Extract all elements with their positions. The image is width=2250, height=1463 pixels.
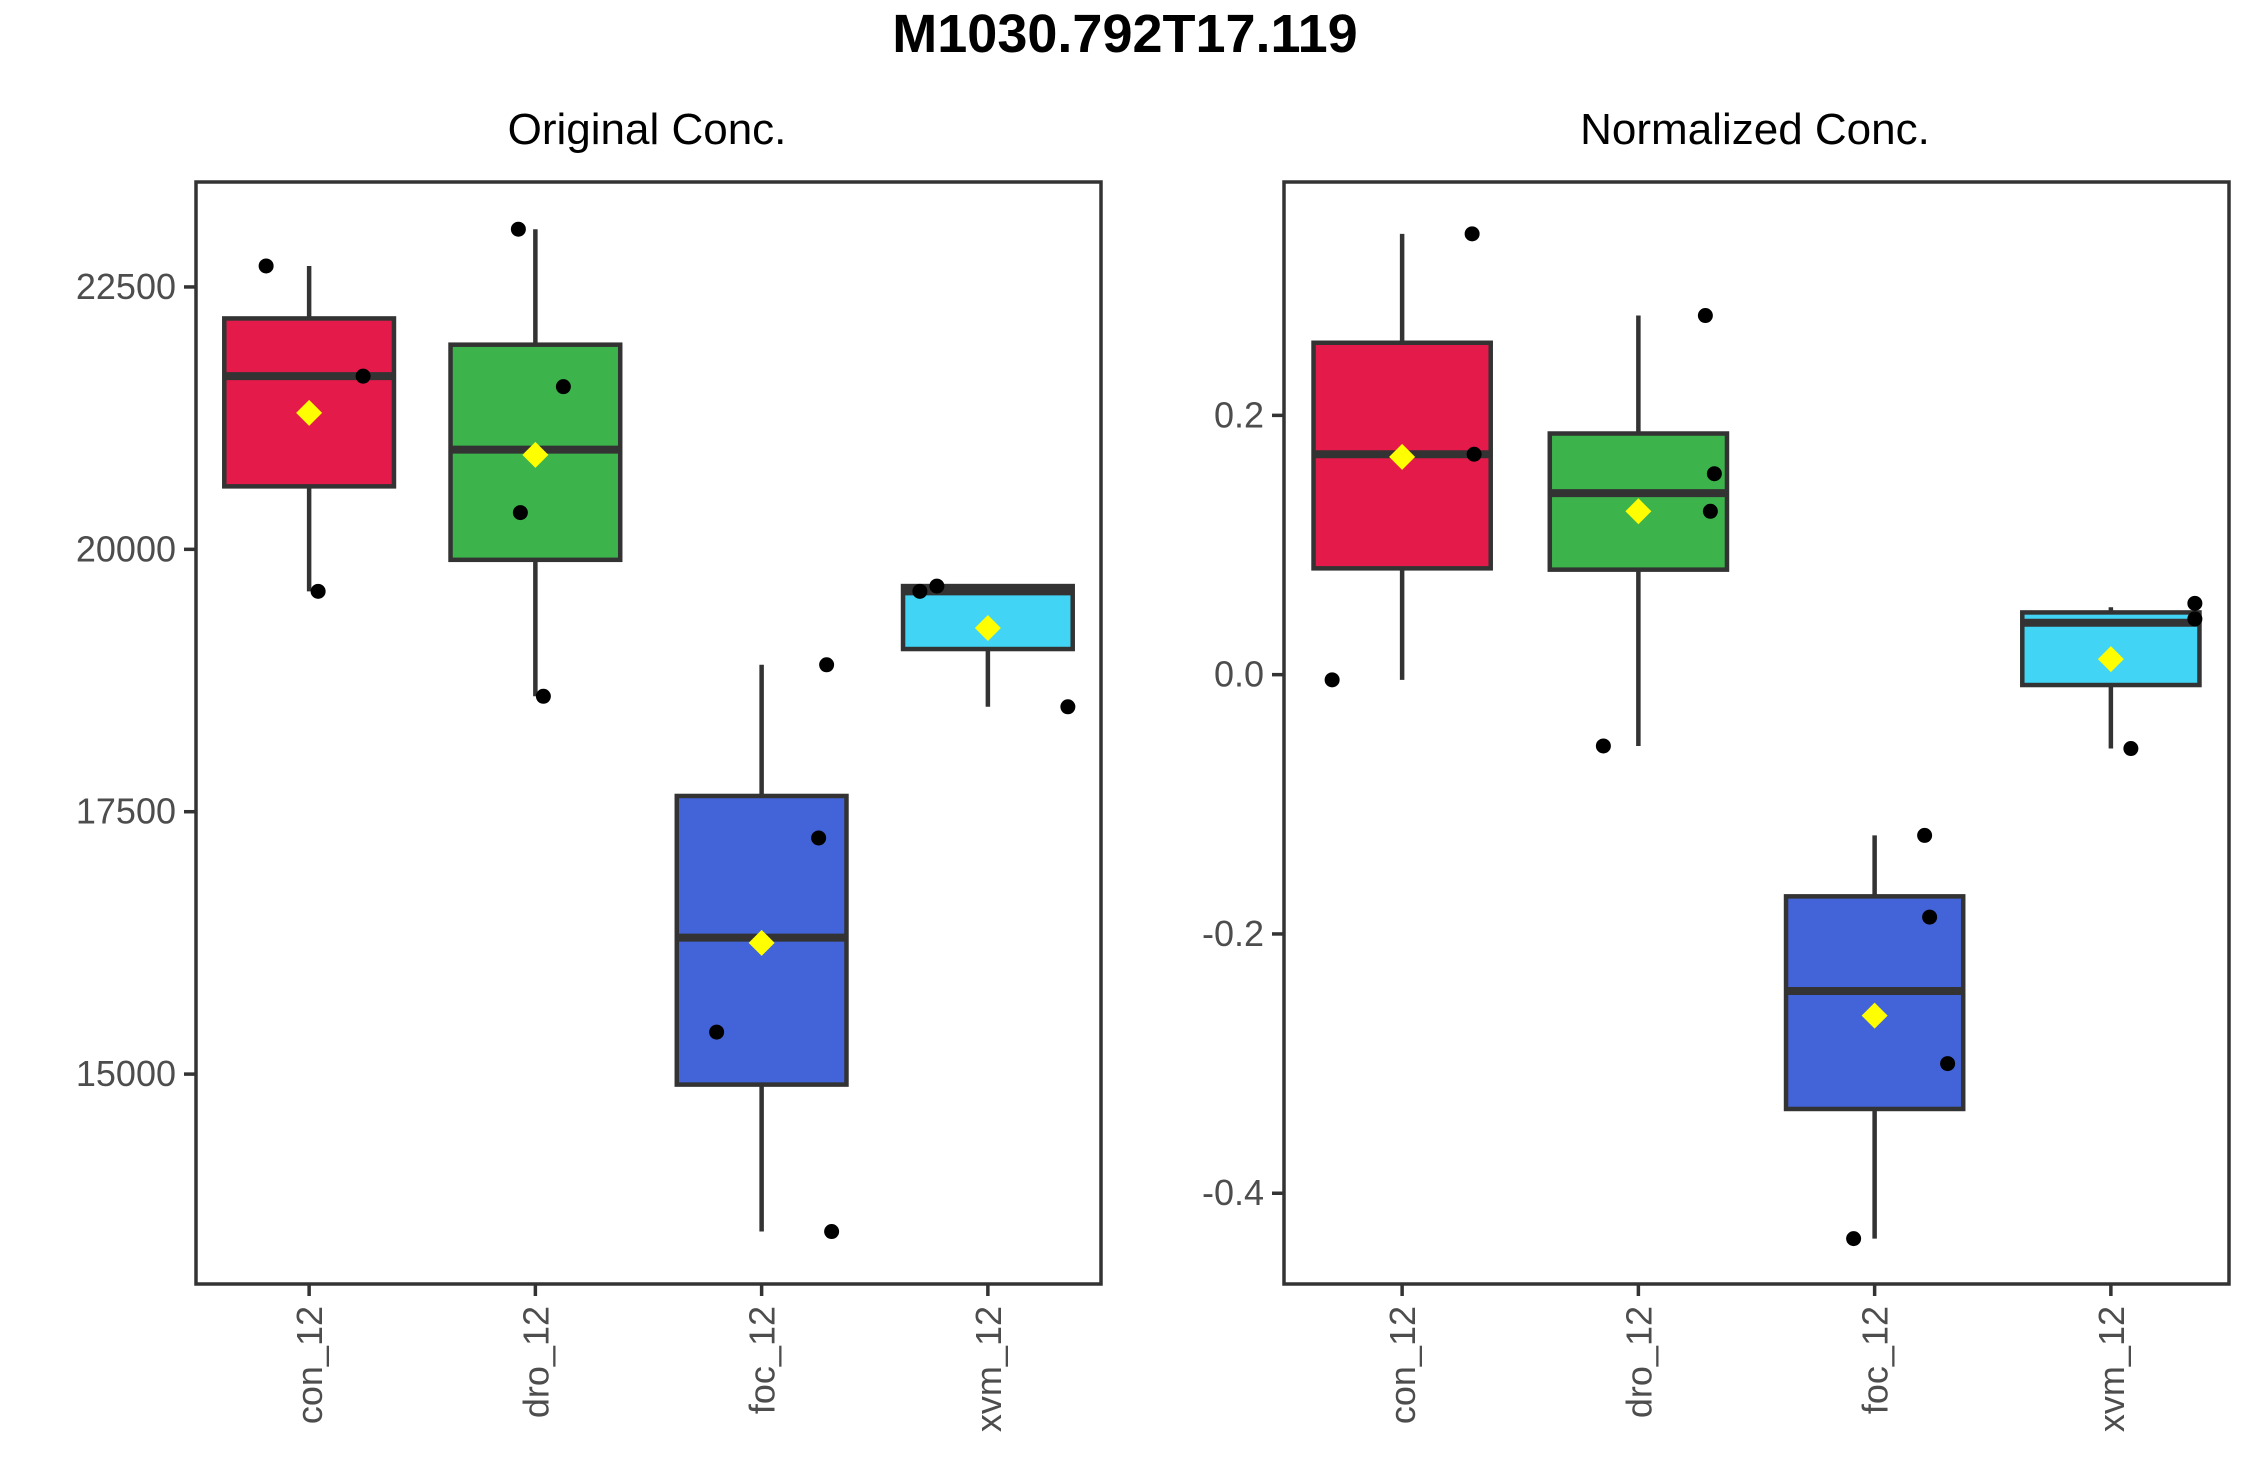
data-point [1060, 699, 1076, 715]
data-point [824, 1224, 840, 1240]
mean-marker [1861, 1002, 1888, 1029]
data-point [819, 657, 835, 673]
plot-frame [194, 180, 1103, 1286]
mean-marker [2097, 646, 2124, 673]
x-tick-label: con_12 [289, 1306, 330, 1424]
plot-frame [1282, 180, 2231, 1286]
data-point [510, 221, 526, 237]
x-tick-label: dro_12 [1618, 1306, 1659, 1418]
data-point [1697, 308, 1713, 324]
box-con_12 [222, 258, 397, 599]
mean-marker [522, 441, 549, 468]
data-point [1922, 909, 1938, 925]
data-point [1464, 226, 1480, 242]
x-tick-label: foc_12 [1855, 1306, 1896, 1414]
box-dro_12 [1547, 308, 1730, 754]
data-point [555, 379, 571, 395]
data-point [1702, 503, 1718, 519]
data-point [355, 368, 371, 384]
data-point [2187, 611, 2203, 627]
data-point [1324, 672, 1340, 688]
x-tick-label: xvm_12 [968, 1306, 1009, 1432]
box-foc_12 [1783, 827, 1966, 1247]
data-point [512, 505, 528, 521]
mean-marker [974, 615, 1001, 642]
mean-marker [748, 929, 775, 956]
box-xvm_12 [2020, 595, 2203, 757]
data-point [912, 583, 928, 599]
y-tick-label: 0.2 [1214, 394, 1264, 435]
panel-original-conc: Original Conc. 15000 17500 20000 22500 con_1… [76, 105, 1103, 1432]
data-point [258, 258, 274, 274]
box-xvm_12 [900, 578, 1076, 715]
chart-title: M1030.792T17.119 [892, 4, 1357, 64]
data-point [1706, 466, 1722, 482]
data-point [1595, 738, 1611, 754]
data-point [811, 830, 827, 846]
y-tick-label: 17500 [76, 791, 176, 832]
panel-title-original: Original Conc. [508, 105, 787, 154]
data-point [1846, 1231, 1862, 1247]
y-tick-label: -0.2 [1202, 913, 1264, 954]
data-point [1940, 1056, 1956, 1072]
y-tick-label: 0.0 [1214, 654, 1264, 695]
data-point [709, 1024, 725, 1040]
mean-marker [1625, 498, 1652, 525]
data-point [2123, 741, 2139, 757]
data-point [310, 583, 326, 599]
y-tick-label: 15000 [76, 1053, 176, 1094]
x-tick-label: foc_12 [742, 1306, 783, 1414]
box-foc_12 [674, 657, 849, 1240]
data-point [2187, 595, 2203, 611]
data-point [929, 578, 945, 594]
x-tick-label: dro_12 [515, 1306, 556, 1418]
y-tick-label: 20000 [76, 528, 176, 569]
box-con_12 [1311, 226, 1493, 688]
box-dro_12 [448, 221, 623, 704]
data-point [1917, 827, 1933, 843]
mean-marker [1389, 443, 1416, 470]
y-tick-label: -0.4 [1202, 1172, 1264, 1213]
panel-title-normalized: Normalized Conc. [1580, 105, 1930, 154]
data-point [1466, 446, 1482, 462]
panel-normalized-conc: Normalized Conc. -0.4 -0.2 0.0 0.2 con_12 dro… [1202, 105, 2231, 1432]
mean-marker [296, 399, 323, 426]
x-tick-label: xvm_12 [2091, 1306, 2132, 1432]
x-tick-label: con_12 [1382, 1306, 1423, 1424]
y-tick-label: 22500 [76, 266, 176, 307]
data-point [535, 688, 551, 704]
